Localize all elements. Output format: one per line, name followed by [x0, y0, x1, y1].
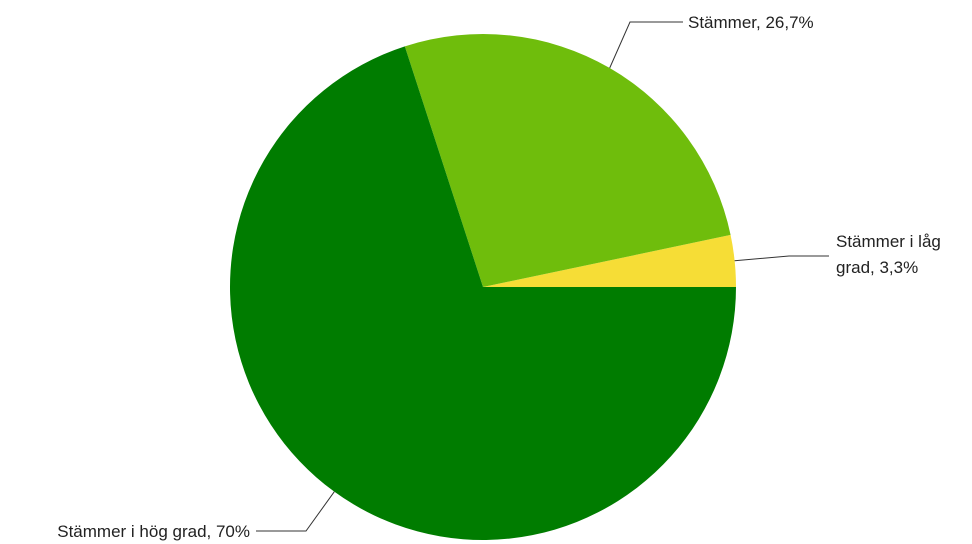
- slice-label: Stämmer i låg grad, 3,3%: [836, 232, 941, 277]
- leader-line: [609, 21, 683, 69]
- pie-slice-stämmer: [404, 33, 731, 287]
- leader-line: [734, 255, 829, 262]
- pie-slice-stämmer-i-hög-grad: [229, 46, 736, 540]
- pie-labels: Stämmer i låg grad, 3,3% Stämmer, 26,7% Stä…: [57, 13, 941, 541]
- slice-label: Stämmer i hög grad, 70%: [57, 522, 250, 541]
- slice-label: Stämmer, 26,7%: [688, 13, 814, 32]
- pie-slice-stämmer-i-låg-grad: [483, 234, 736, 287]
- pie-slices: [229, 33, 736, 540]
- leader-line: [256, 491, 335, 532]
